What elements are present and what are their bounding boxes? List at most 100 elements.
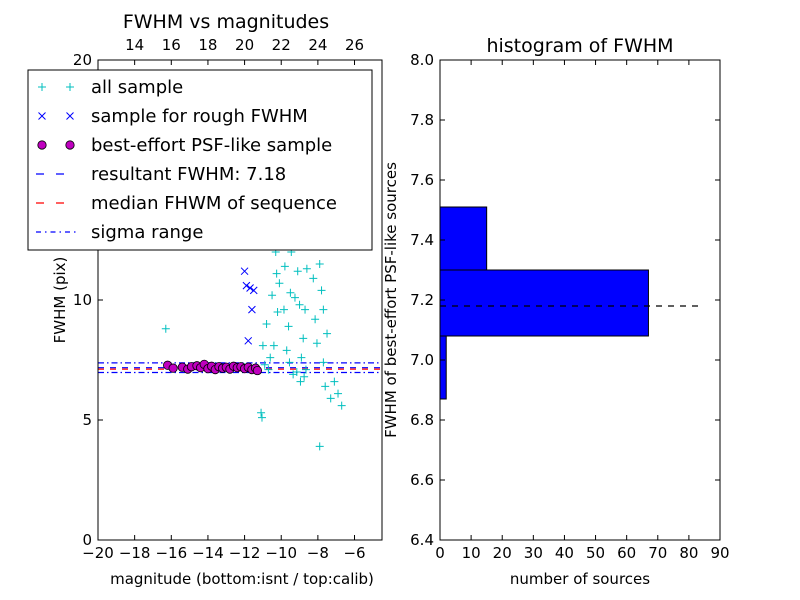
legend-marker-1-b	[66, 112, 74, 120]
series-2-point-1	[168, 363, 178, 373]
right-y-tick-label-6: 7.6	[410, 171, 434, 189]
series-0-point-16	[315, 260, 324, 268]
left-x-axis-label: magnitude (bottom:isnt / top:calib)	[110, 570, 374, 588]
right-x-tick-label-5: 50	[586, 544, 605, 562]
legend-label-3: resultant FWHM: 7.18	[91, 164, 286, 185]
series-0-point-52	[311, 315, 320, 324]
left-x-tick-label-1: −18	[119, 544, 151, 562]
series-0-point-47	[258, 341, 267, 350]
right-x-tick-label-9: 90	[710, 544, 729, 562]
left-y-tick-label-0: 0	[82, 531, 92, 549]
legend-marker-2-b	[65, 140, 75, 150]
right-y-tick-label-2: 6.8	[410, 411, 434, 429]
series-0-point-36	[280, 262, 289, 271]
legend-marker-1-a	[38, 112, 46, 120]
right-y-axis-label: FWHM of best-effort PSF-like sources	[382, 162, 400, 438]
right-chart-title: histogram of FWHM	[486, 35, 673, 57]
legend-label-4: median FHWM of sequence	[91, 193, 337, 214]
series-0-point-35	[282, 346, 291, 355]
right-y-tick-label-1: 6.6	[410, 471, 434, 489]
series-0-point-64	[289, 370, 298, 379]
series-1-point-1	[242, 281, 251, 290]
left-top-tick-label-6: 26	[345, 36, 364, 54]
series-2-point-22	[252, 365, 263, 376]
legend-label-2: best-effort PSF-like sample	[91, 135, 332, 156]
series-0-point-8	[334, 389, 343, 398]
series-1-point-0	[240, 267, 249, 276]
series-0-point-13	[323, 329, 332, 338]
series-0-point-65	[285, 358, 294, 367]
legend-label-0: all sample	[91, 77, 183, 98]
series-1-point-2	[246, 284, 254, 292]
left-y-tick-label-2: 10	[73, 291, 92, 309]
legend-marker-0-b	[66, 83, 74, 91]
left-x-tick-label-6: −8	[307, 544, 329, 562]
right-y-tick-label-8: 8.0	[410, 51, 434, 69]
series-0-point-6	[315, 442, 324, 451]
series-0-point-27	[297, 353, 306, 362]
series-0-point-62	[296, 377, 305, 386]
series-1-point-5	[249, 286, 258, 295]
left-top-tick-label-3: 20	[235, 36, 254, 54]
histogram-bar-2	[439, 206, 488, 271]
series-0-point-34	[284, 322, 293, 331]
left-top-tick-label-4: 22	[272, 36, 291, 54]
series-0-point-2	[257, 413, 266, 422]
left-x-tick-label-3: −14	[192, 544, 224, 562]
series-0-point-26	[299, 334, 308, 343]
series-0-point-61	[300, 372, 309, 381]
series-0-point-43	[268, 291, 277, 300]
right-x-tick-label-7: 70	[648, 544, 667, 562]
right-x-tick-label-3: 30	[524, 544, 543, 562]
left-x-tick-label-4: −12	[229, 544, 261, 562]
series-0-point-24	[302, 264, 311, 273]
series-0-point-39	[275, 279, 284, 288]
right-x-tick-label-0: 0	[435, 544, 445, 562]
series-1-point-3	[248, 305, 256, 314]
series-0-point-46	[260, 360, 269, 369]
right-plot-marks	[439, 206, 702, 400]
histogram-bar-1	[439, 269, 649, 337]
series-0-point-12	[319, 358, 328, 367]
series-0-point-45	[262, 320, 271, 328]
right-x-tick-label-1: 10	[462, 544, 481, 562]
series-0-point-28	[295, 300, 304, 309]
right-y-tick-label-7: 7.8	[410, 111, 434, 129]
right-x-tick-label-4: 40	[555, 544, 574, 562]
right-histogram-plot: histogram of FWHM 0 10 20 30 40 50 60 70 80 90 6.4…	[382, 35, 730, 588]
series-0-point-59	[272, 269, 281, 278]
right-y-tick-label-4: 7.2	[410, 291, 434, 309]
left-scatter-plot: FWHM vs magnitudes −20 −18 −16 −14 −12 −10 −8−…	[27, 11, 383, 588]
left-x-tick-label-0: −20	[82, 544, 114, 562]
legend: all sample sample for rough FWHM best-effo…	[27, 69, 373, 251]
series-0-point-25	[301, 305, 310, 314]
series-0-point-9	[330, 377, 339, 386]
series-0-point-15	[317, 286, 326, 295]
left-top-tick-label-0: 14	[125, 36, 144, 54]
left-chart-title: FWHM vs magnitudes	[123, 11, 329, 33]
left-axis-ticks: −20 −18 −16 −14 −12 −10 −8 −6 0 5 10 20 14 16 18 20 22 24…	[73, 36, 366, 562]
legend-marker-2-a	[37, 140, 47, 150]
series-0-point-53	[312, 339, 321, 348]
series-0-point-42	[269, 341, 278, 350]
left-x-tick-label-7: −6	[343, 544, 365, 562]
right-x-tick-label-6: 60	[617, 544, 636, 562]
series-1-point-4	[244, 336, 253, 345]
series-0-point-57	[279, 305, 288, 314]
right-x-tick-label-2: 20	[493, 544, 512, 562]
series-0-point-70	[264, 365, 273, 374]
left-y-tick-label-1: 5	[82, 411, 92, 429]
series-0-point-0	[161, 324, 170, 333]
legend-label-1: sample for rough FWHM	[91, 106, 308, 127]
right-x-tick-label-8: 80	[679, 544, 698, 562]
left-x-tick-label-5: −10	[265, 544, 297, 562]
series-0-point-7	[337, 401, 346, 410]
series-0-point-54	[290, 293, 299, 302]
legend-label-5: sigma range	[91, 222, 203, 243]
series-0-point-1	[257, 408, 266, 417]
right-axis-ticks: 0 10 20 30 40 50 60 70 80 90 6.4 6.6 6.8 7.0 7.2 7.4 7.6…	[410, 51, 729, 562]
histogram-bar-0	[439, 335, 447, 400]
legend-box	[27, 69, 373, 251]
left-top-tick-label-5: 24	[308, 36, 327, 54]
right-y-tick-label-3: 7.0	[410, 351, 434, 369]
